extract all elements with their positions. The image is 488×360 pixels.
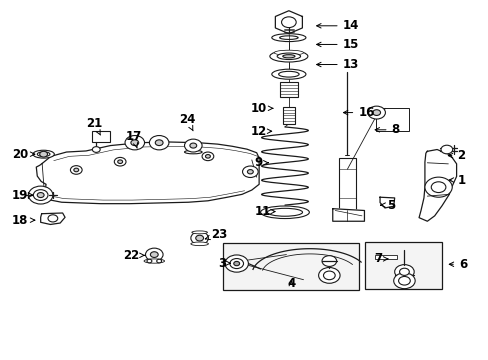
Text: 15: 15 <box>316 38 358 51</box>
Circle shape <box>229 258 243 269</box>
Text: 10: 10 <box>250 102 272 115</box>
Text: 24: 24 <box>179 113 195 131</box>
Bar <box>338 158 355 212</box>
Circle shape <box>372 110 380 116</box>
Ellipse shape <box>282 55 294 58</box>
Text: 6: 6 <box>448 258 466 271</box>
Text: 16: 16 <box>343 106 374 119</box>
Circle shape <box>184 139 202 152</box>
Circle shape <box>440 145 452 154</box>
Circle shape <box>190 231 208 244</box>
Bar <box>282 107 295 124</box>
Circle shape <box>147 259 152 263</box>
Circle shape <box>247 170 253 174</box>
Circle shape <box>28 186 53 204</box>
Circle shape <box>430 182 445 193</box>
Circle shape <box>224 255 248 272</box>
Ellipse shape <box>278 71 299 77</box>
Bar <box>375 108 408 131</box>
Circle shape <box>48 215 58 222</box>
Polygon shape <box>332 209 364 221</box>
Ellipse shape <box>277 53 300 59</box>
Ellipse shape <box>190 242 208 246</box>
Circle shape <box>155 140 163 145</box>
Bar <box>92 131 110 141</box>
Text: 2: 2 <box>447 149 465 162</box>
Circle shape <box>37 193 44 198</box>
Bar <box>374 255 396 259</box>
Text: 14: 14 <box>316 19 358 32</box>
Circle shape <box>424 177 451 197</box>
Circle shape <box>131 140 139 145</box>
Text: 22: 22 <box>123 249 145 262</box>
Ellipse shape <box>267 208 302 216</box>
Text: 11: 11 <box>254 205 275 218</box>
Circle shape <box>114 157 126 166</box>
Circle shape <box>157 259 161 263</box>
Circle shape <box>150 252 158 257</box>
Circle shape <box>70 166 82 174</box>
Ellipse shape <box>274 50 303 55</box>
Text: 17: 17 <box>125 130 141 148</box>
Circle shape <box>322 256 336 266</box>
Circle shape <box>202 152 213 161</box>
Circle shape <box>242 166 258 177</box>
Circle shape <box>281 17 296 28</box>
Ellipse shape <box>191 231 207 234</box>
Circle shape <box>125 135 144 150</box>
Ellipse shape <box>144 259 164 263</box>
Ellipse shape <box>271 34 305 41</box>
Circle shape <box>394 265 413 279</box>
Circle shape <box>318 267 339 283</box>
Ellipse shape <box>37 152 50 157</box>
Text: 5: 5 <box>380 199 394 212</box>
Ellipse shape <box>33 150 54 158</box>
Text: 19: 19 <box>12 189 33 202</box>
Bar <box>279 82 298 97</box>
Ellipse shape <box>279 36 298 40</box>
Text: 1: 1 <box>448 174 465 186</box>
Text: 18: 18 <box>12 214 35 227</box>
Text: 23: 23 <box>205 228 227 241</box>
Bar <box>223 243 358 291</box>
Circle shape <box>33 190 48 201</box>
Circle shape <box>393 273 414 289</box>
Text: 20: 20 <box>12 148 35 161</box>
Ellipse shape <box>271 69 305 79</box>
Ellipse shape <box>184 150 202 154</box>
Circle shape <box>233 261 239 266</box>
Circle shape <box>205 154 210 158</box>
Text: 4: 4 <box>286 278 295 291</box>
Circle shape <box>323 271 334 280</box>
Text: 7: 7 <box>373 252 387 265</box>
Polygon shape <box>379 197 394 208</box>
Circle shape <box>367 106 385 119</box>
Circle shape <box>74 168 79 172</box>
Text: 8: 8 <box>374 123 399 136</box>
Circle shape <box>118 160 122 163</box>
Circle shape <box>195 235 203 241</box>
Circle shape <box>92 147 100 152</box>
Polygon shape <box>41 213 65 225</box>
Text: 13: 13 <box>316 58 358 71</box>
Polygon shape <box>275 11 302 34</box>
Text: 3: 3 <box>218 257 230 270</box>
Circle shape <box>149 135 168 150</box>
Circle shape <box>399 268 408 275</box>
Circle shape <box>40 151 47 157</box>
Polygon shape <box>418 149 456 221</box>
Ellipse shape <box>269 50 307 62</box>
Circle shape <box>189 143 196 148</box>
Text: 21: 21 <box>86 117 102 135</box>
Bar <box>365 242 442 289</box>
Ellipse shape <box>260 206 309 219</box>
Text: 9: 9 <box>253 156 267 169</box>
Circle shape <box>398 276 409 285</box>
Circle shape <box>145 248 163 261</box>
Text: 12: 12 <box>250 125 271 138</box>
